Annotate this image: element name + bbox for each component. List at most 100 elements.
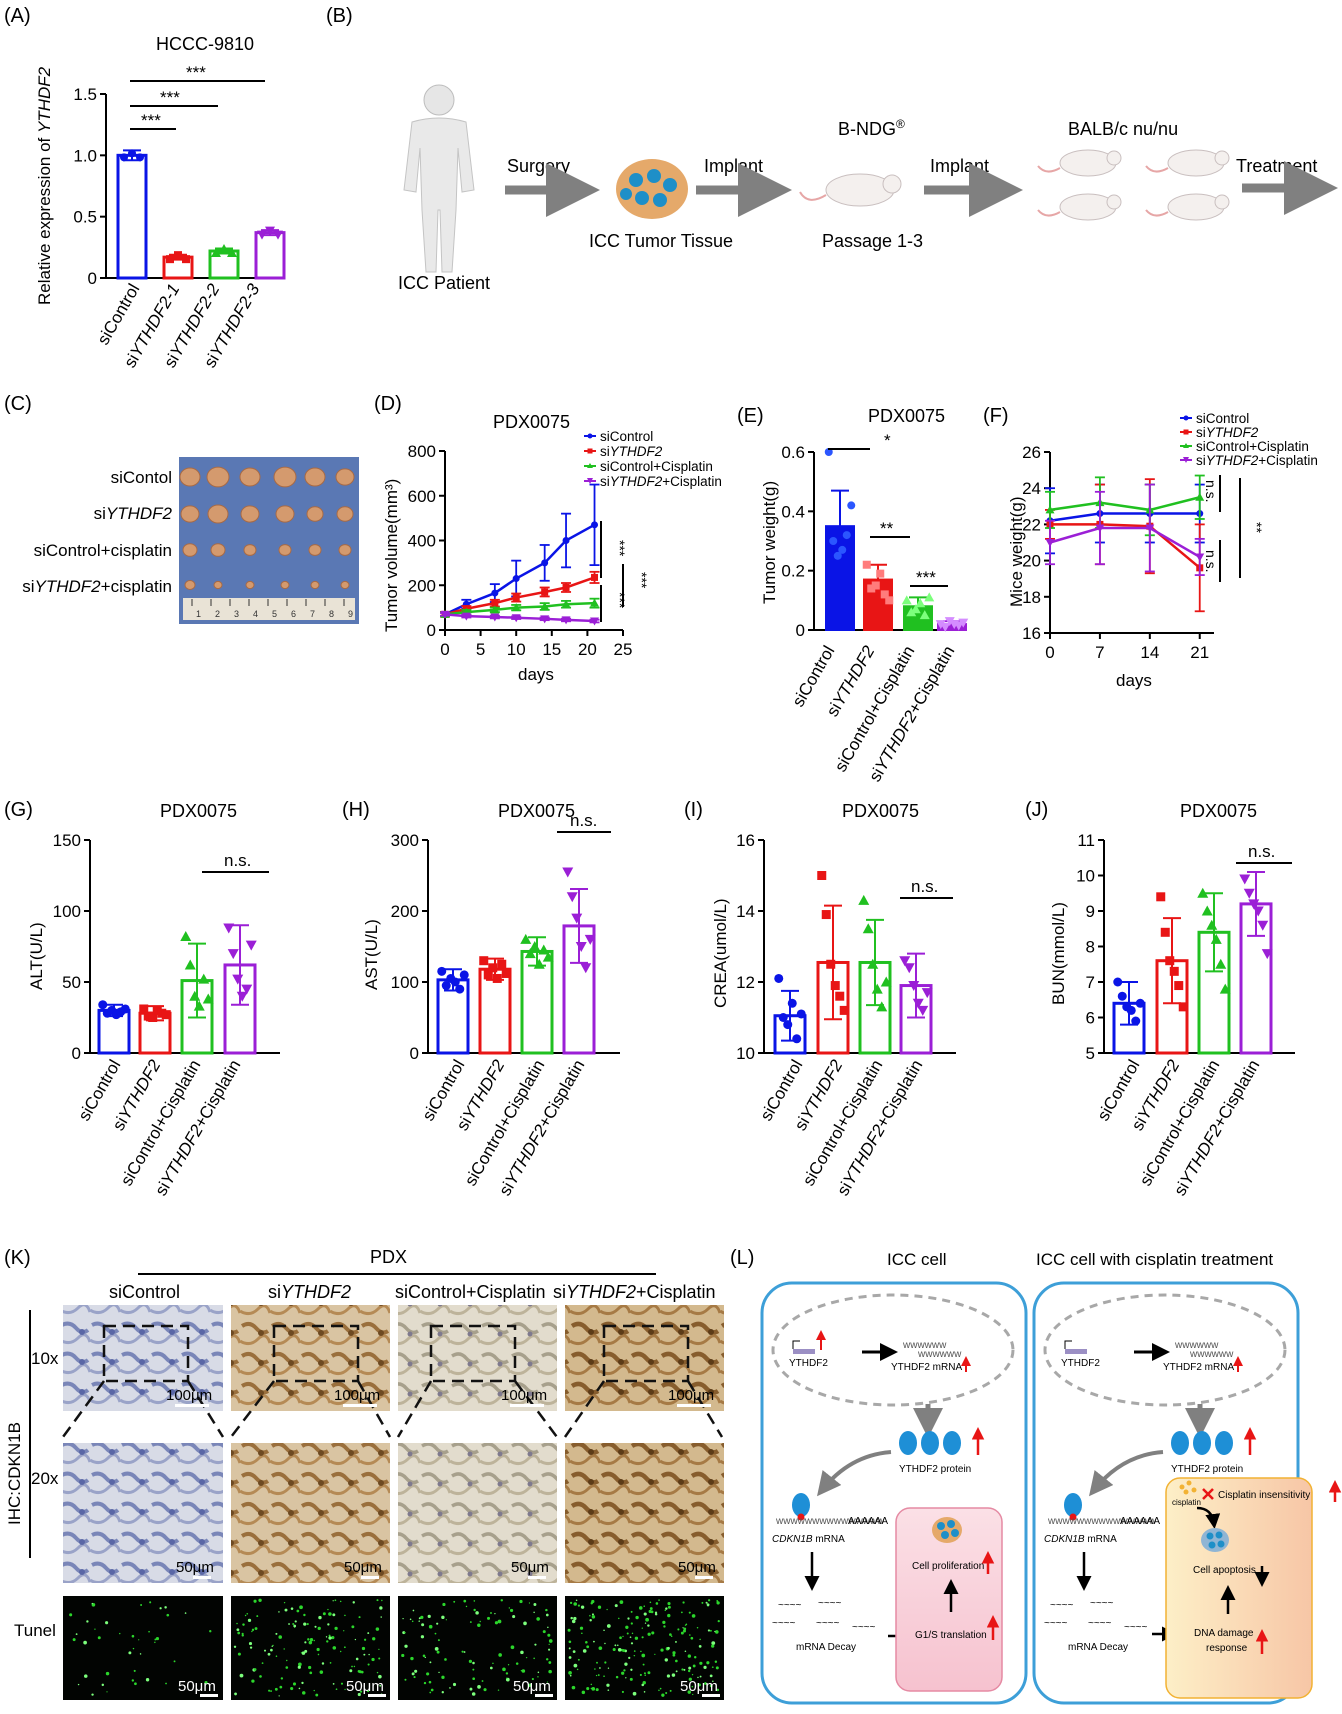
mouse-icon <box>799 173 902 207</box>
y-tick-label: 10 <box>1076 867 1095 886</box>
panel-e-ylabel: Tumor weight(g) <box>760 481 779 604</box>
tunel-dot <box>317 1626 321 1631</box>
tunel-dot <box>707 1599 711 1602</box>
tunel-dot <box>380 1616 382 1618</box>
panel-c-label: (C) <box>4 393 32 415</box>
scale-bar-label: 100μm <box>501 1387 547 1404</box>
tunel-dot <box>357 1692 361 1697</box>
tunel-dot <box>299 1605 303 1610</box>
tunel-dot <box>332 1646 337 1650</box>
svg-text:wwwwwwwwwwwwwww: wwwwwwwwwwwwwww <box>1047 1516 1157 1527</box>
tunel-dot <box>358 1616 361 1619</box>
ruler-label: 1 <box>196 609 201 619</box>
panel-e-title: PDX0075 <box>868 406 945 426</box>
tumor <box>206 466 230 488</box>
sig-marker: *** <box>612 540 628 557</box>
svg-text:~~~~: ~~~~ <box>818 1598 842 1609</box>
y-tick-label: 200 <box>391 902 419 921</box>
panel-f-chart: 16 18 20 22 24 26 0 7 14 21 <box>1022 443 1214 662</box>
tunel-dot <box>254 1627 258 1630</box>
tunel-dot <box>548 1648 551 1651</box>
panel-k-col: siControl <box>109 1282 180 1302</box>
panel-h-title: PDX0075 <box>498 801 575 821</box>
x-tick-label: 10 <box>507 640 526 659</box>
tunel-dot <box>256 1615 259 1618</box>
data-point <box>1261 949 1273 960</box>
tunel-dot <box>647 1671 651 1675</box>
y-tick-label: 20 <box>1022 552 1041 571</box>
data-point <box>792 1034 802 1044</box>
tunel-dot <box>322 1612 326 1616</box>
scale-bar-label: 50μm <box>511 1559 549 1576</box>
tunel-dot <box>339 1600 342 1603</box>
data-point <box>1165 956 1175 966</box>
tunel-dot <box>568 1640 572 1644</box>
tunel-dot <box>97 1636 101 1640</box>
data-point <box>492 973 502 983</box>
data-point <box>1248 899 1260 910</box>
tunel-dot <box>372 1637 376 1641</box>
panel-h-chart: 0 100 200 300 <box>391 831 620 1063</box>
tunel-dot <box>259 1675 262 1678</box>
scale-bar-label: 100μm <box>334 1387 380 1404</box>
y-tick-label: 600 <box>408 487 436 506</box>
panel-h-ylabel: AST(U/L) <box>362 919 381 990</box>
tunel-dot <box>344 1614 346 1617</box>
data-point <box>1169 966 1179 976</box>
data-point <box>189 990 201 1001</box>
data-point <box>778 1013 788 1022</box>
tunel-dot <box>401 1653 405 1658</box>
tunel-dot <box>490 1612 492 1614</box>
tunel-dot <box>468 1659 473 1664</box>
polya-label: AAAAAA <box>1120 1516 1160 1527</box>
data-point <box>880 590 889 599</box>
tunel-dot <box>527 1683 532 1687</box>
tunel-dot <box>366 1689 370 1693</box>
tunel-dot <box>510 1645 515 1650</box>
mrna-label: YTHDF2 mRNA <box>1163 1362 1234 1373</box>
tunel-dot <box>278 1695 280 1697</box>
tunel-dot <box>437 1639 440 1642</box>
tunel-dot <box>690 1636 694 1640</box>
sig-marker: *** <box>141 111 161 130</box>
ruler-label: 6 <box>291 609 296 619</box>
panel-l-label: (L) <box>730 1247 754 1269</box>
data-point <box>871 581 880 590</box>
data-point <box>1252 906 1264 917</box>
data-point <box>912 998 924 1009</box>
data-point <box>774 973 784 983</box>
data-point <box>1131 1016 1141 1026</box>
decay-label: mRNA Decay <box>1068 1642 1128 1653</box>
y-tick-label: 7 <box>1086 973 1095 992</box>
data-point <box>1219 983 1231 994</box>
data-point <box>590 598 600 607</box>
panel-i-title: PDX0075 <box>842 801 919 821</box>
tunel-dot <box>318 1615 322 1620</box>
panel-h-label: (H) <box>342 799 370 821</box>
tumor <box>335 468 355 486</box>
tunel-dot <box>86 1620 89 1623</box>
tunel-dot <box>376 1671 379 1674</box>
panel-l-title1: ICC cell <box>887 1250 947 1269</box>
data-point <box>1195 492 1205 501</box>
tunel-dot <box>639 1673 642 1677</box>
data-point <box>198 973 210 984</box>
svg-text:~~~~: ~~~~ <box>816 1618 840 1629</box>
tumor <box>179 467 201 487</box>
tunel-dot <box>614 1644 617 1647</box>
tunel-dot <box>133 1669 136 1672</box>
data-point <box>273 230 283 240</box>
data-point <box>1135 998 1145 1008</box>
data-point <box>491 599 499 607</box>
tunel-dot <box>624 1662 628 1666</box>
tunel-dot <box>253 1599 257 1603</box>
cdkn-label: CDKN1B mRNA <box>772 1534 845 1545</box>
tunel-dot <box>630 1622 633 1625</box>
tunel-dot <box>642 1681 646 1685</box>
tunel-dot <box>275 1632 278 1635</box>
panel-k-label: (K) <box>4 1247 31 1269</box>
tumor <box>278 544 292 556</box>
tunel-dot <box>641 1627 643 1629</box>
x-tick-label: 5 <box>476 640 485 659</box>
tunel-dot <box>339 1650 342 1653</box>
